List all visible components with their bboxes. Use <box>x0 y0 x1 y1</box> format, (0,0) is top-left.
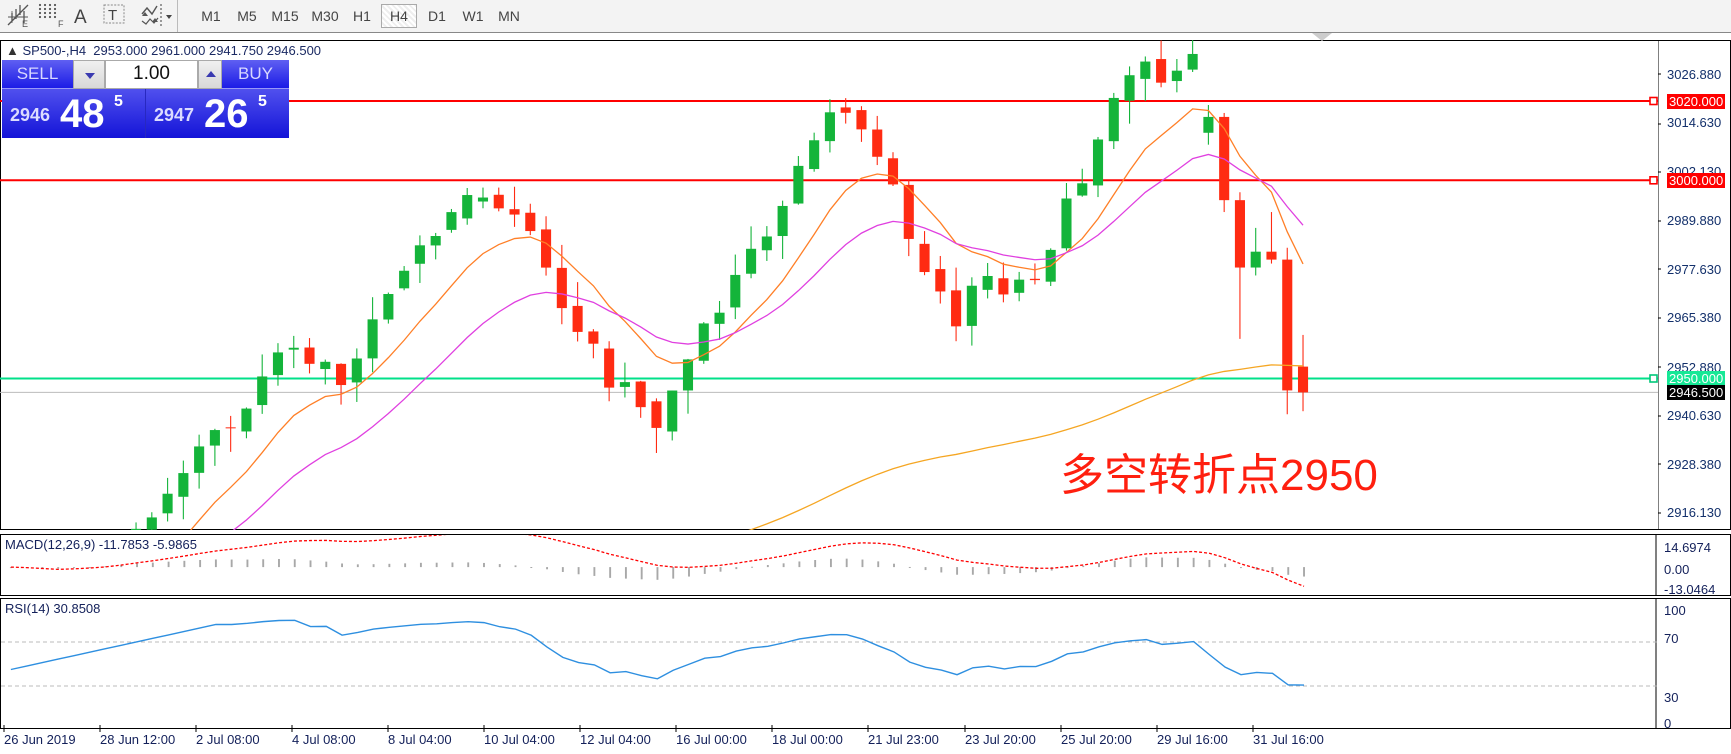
svg-text:T: T <box>108 7 117 24</box>
svg-text:A: A <box>74 7 87 28</box>
svg-text:E: E <box>22 19 28 29</box>
svg-text:F: F <box>58 19 64 29</box>
